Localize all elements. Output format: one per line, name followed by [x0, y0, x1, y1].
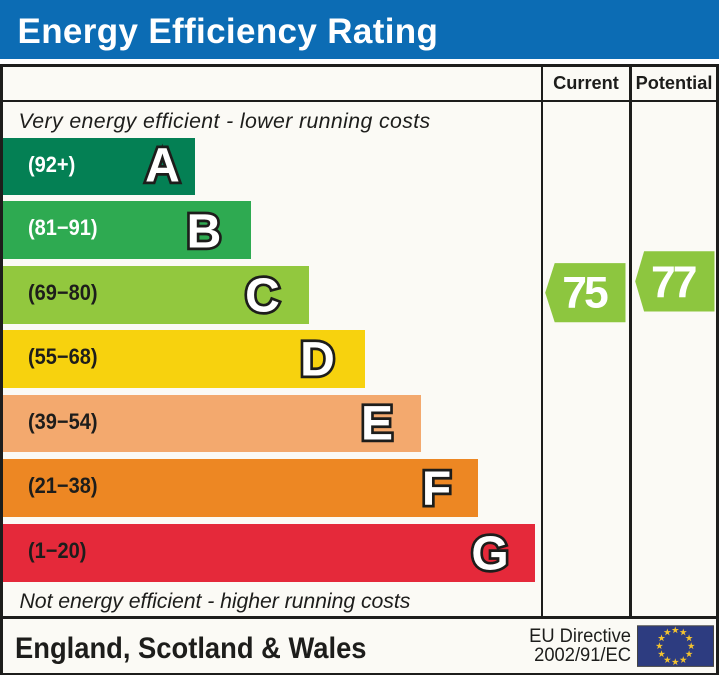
svg-text:A: A — [145, 140, 180, 193]
svg-text:D: D — [300, 334, 335, 387]
svg-text:C: C — [245, 270, 280, 323]
svg-text:77: 77 — [651, 258, 698, 307]
svg-text:75: 75 — [562, 269, 609, 318]
svg-text:F: F — [422, 462, 451, 515]
svg-text:B: B — [187, 206, 222, 259]
svg-text:E: E — [361, 398, 393, 451]
svg-text:G: G — [471, 527, 508, 580]
